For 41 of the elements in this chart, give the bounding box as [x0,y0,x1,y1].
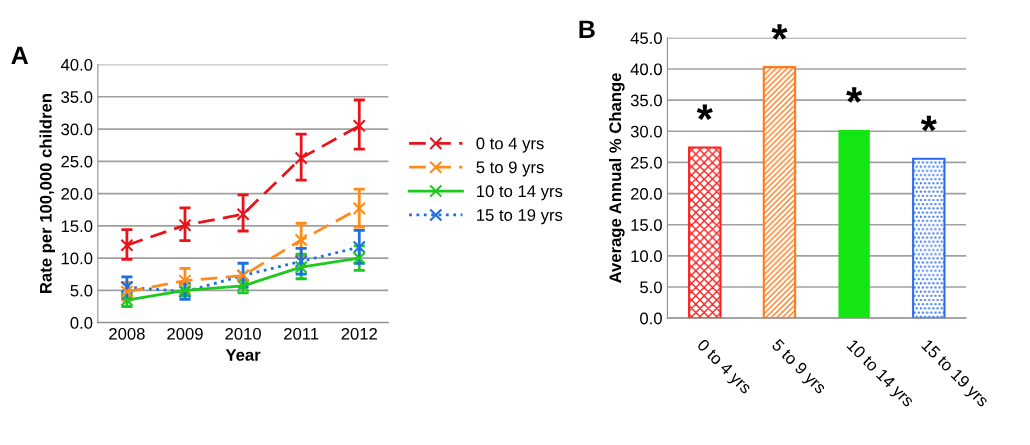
legend-label: 15 to 19 yrs [477,209,563,225]
y-tick-label: 0.0 [70,317,93,329]
x-axis-title: Year [225,349,261,361]
legend-label: 0 to 4 yrs [476,137,544,153]
y-axis-title: Average Annual % Change [608,73,625,283]
y-axis-title: Rate per 100,000 children [39,94,55,293]
y-tick-label: 15.0 [61,220,93,233]
legend-label: 5 to 9 yrs [476,161,544,177]
x-tick-label: 2008 [109,327,145,340]
y-tick-label: 40.0 [630,63,662,76]
x-tick-label: 10 to 14 yrs [844,338,915,410]
x-tick-label: 5 to 9 yrs [768,338,828,397]
x-tick-label: 15 to 19 yrs [918,338,990,410]
y-tick-label: 5.0 [640,281,662,294]
y-tick-label: 45.0 [630,32,662,45]
y-tick-label: 0.0 [640,312,662,325]
x-tick-label: 2010 [225,327,261,340]
x-tick-label: 2009 [167,327,203,340]
y-tick-label: 35.0 [630,94,662,107]
y-tick-label: 20.0 [630,187,662,200]
y-tick-label: 20.0 [61,187,93,200]
x-tick-label: 2012 [341,327,377,340]
y-tick-label: 5.0 [70,284,93,297]
y-tick-label: 15.0 [631,219,662,231]
y-tick-label: 10.0 [61,252,93,265]
y-tick-label: 35.0 [61,91,93,103]
annotation: * [771,24,788,40]
y-tick-label: 30.0 [61,123,93,136]
y-tick-label: 25.0 [61,155,93,168]
y-tick-label: 30.0 [630,125,662,138]
annotation: * [920,115,937,132]
chart-title: B [579,20,595,38]
y-tick-label: 40.0 [60,58,93,71]
annotation: * [846,87,863,103]
y-tick-label: 10.0 [631,250,662,263]
x-tick-label: 0 to 4 yrs [694,338,753,397]
legend-label: 10 to 14 yrs [477,185,563,201]
chart-title: A [11,46,29,64]
annotation: * [696,104,713,121]
x-tick-label: 2011 [284,327,319,340]
y-tick-label: 25.0 [630,156,662,169]
